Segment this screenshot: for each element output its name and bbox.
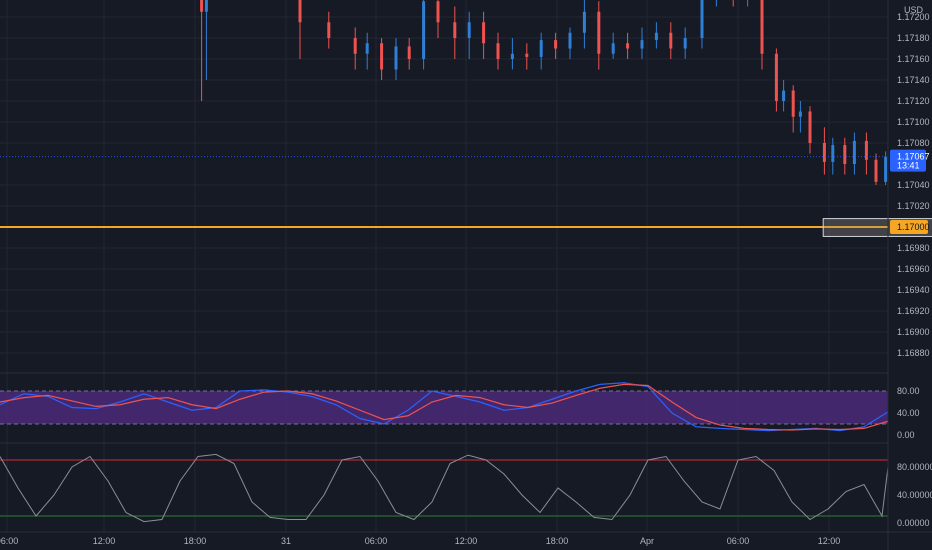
time-tick-label: 12:00 <box>818 536 841 546</box>
candle-body <box>808 111 812 143</box>
candle-body <box>626 43 630 49</box>
candle-body <box>554 40 558 49</box>
candle-body <box>539 40 543 57</box>
candle-body <box>798 111 802 117</box>
candle-body <box>611 43 615 54</box>
time-tick-label: 06:00 <box>365 536 388 546</box>
candle-body <box>525 53 529 57</box>
price-tick-label: 1.16980 <box>897 243 930 253</box>
price-tick-label: 1.17040 <box>897 180 930 190</box>
candle-body <box>453 22 457 38</box>
price-tick-label: 1.17160 <box>897 54 930 64</box>
candle-body <box>582 11 586 33</box>
current-price-value: 1.17067 <box>897 152 930 162</box>
candle-body <box>204 0 208 12</box>
stochastic-k-line <box>0 382 889 432</box>
price-tick-label: 1.17180 <box>897 33 930 43</box>
candle-body <box>380 43 384 70</box>
currency-label: USD <box>904 5 924 15</box>
stochastic-tick-label: 40.00 <box>897 408 920 418</box>
time-tick-label: 12:00 <box>93 536 116 546</box>
candle-body <box>298 0 302 23</box>
candle-body <box>200 0 204 12</box>
candle-body <box>365 43 369 54</box>
oscillator-pane <box>0 453 889 523</box>
candle-body <box>353 38 357 54</box>
candle-body <box>843 145 847 164</box>
candle-body <box>640 40 644 49</box>
candle-body <box>467 22 471 38</box>
candle-body <box>822 143 826 162</box>
candle-body <box>874 159 878 182</box>
price-tick-label: 1.17080 <box>897 138 930 148</box>
oscillator-tick-label: 0.00000 <box>897 518 930 528</box>
time-tick-label: 12:00 <box>455 536 478 546</box>
time-tick-label: Apr <box>640 536 654 546</box>
price-tick-label: 1.17200 <box>897 12 930 22</box>
candle-body <box>669 32 673 49</box>
current-price-badge <box>890 149 926 172</box>
candle-body <box>774 53 778 101</box>
time-tick-label: 18:00 <box>546 536 569 546</box>
candle-body <box>327 22 331 38</box>
candle-body <box>831 145 835 162</box>
candle-body <box>884 156 888 182</box>
candle-body <box>422 1 426 59</box>
price-tick-label: 1.16900 <box>897 327 930 337</box>
price-tick-label: 1.16960 <box>897 264 930 274</box>
stochastic-tick-label: 0.00 <box>897 430 915 440</box>
level-price-value: 1.17000 <box>897 222 930 232</box>
price-tick-label: 1.16940 <box>897 285 930 295</box>
time-tick-label: 06:00 <box>727 536 750 546</box>
price-countdown: 13:41 <box>897 161 920 171</box>
candle-body <box>852 140 856 164</box>
stochastic-tick-label: 80.00 <box>897 386 920 396</box>
candle-body <box>683 38 687 49</box>
candles <box>200 0 888 185</box>
candle-body <box>791 90 795 117</box>
stochastic-band-fill <box>0 391 888 424</box>
price-axis[interactable]: 1.17200 1.17180 1.17160 1.17140 1.17120 1.171… <box>897 12 932 528</box>
candle-body <box>700 0 704 38</box>
price-tick-label: 1.17120 <box>897 96 930 106</box>
time-axis[interactable]: 06:00 12:00 18:00 31 06:00 12:00 18:00 Apr 06:00… <box>0 536 840 546</box>
candle-body <box>782 90 786 101</box>
stochastic-band <box>0 390 888 425</box>
candle-body <box>482 22 486 44</box>
stochastic-pane <box>0 382 889 432</box>
candle-body <box>496 43 500 59</box>
candle-body <box>760 0 764 54</box>
candle-body <box>407 46 411 59</box>
price-tick-label: 1.17020 <box>897 201 930 211</box>
candle-body <box>864 140 868 160</box>
grid <box>0 0 888 532</box>
price-tick-label: 1.16920 <box>897 306 930 316</box>
time-tick-label: 31 <box>281 536 291 546</box>
stochastic-d-line <box>0 383 889 431</box>
candle-body <box>654 32 658 41</box>
candle-body <box>510 53 514 59</box>
candle-body <box>597 11 601 54</box>
candle-body <box>568 32 572 49</box>
candle-body <box>394 46 398 70</box>
level-price-badge <box>890 220 928 234</box>
oscillator-line <box>0 453 889 523</box>
time-tick-label: 06:00 <box>0 536 18 546</box>
price-tick-label: 1.17100 <box>897 117 930 127</box>
candle-body <box>436 1 440 23</box>
oscillator-tick-label: 40.00000 <box>897 490 932 500</box>
price-tick-label: 1.17140 <box>897 75 930 85</box>
oscillator-tick-label: 80.00000 <box>897 462 932 472</box>
price-tick-label: 1.16880 <box>897 348 930 358</box>
time-tick-label: 18:00 <box>184 536 207 546</box>
